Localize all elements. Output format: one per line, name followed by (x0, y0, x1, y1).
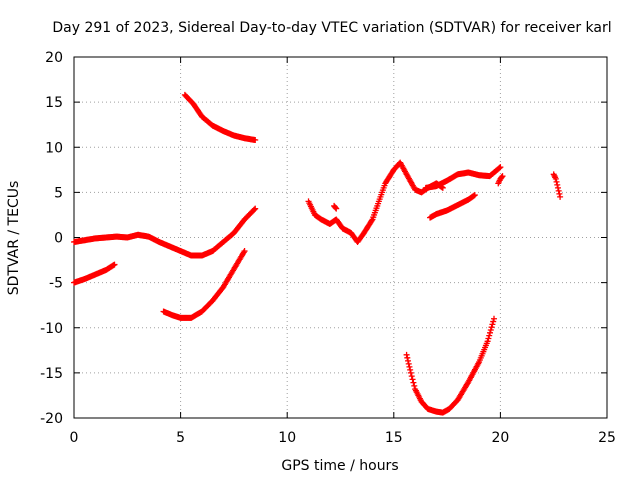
data-point (489, 321, 496, 328)
data-series-arc-8 (331, 202, 340, 212)
data-point (552, 175, 559, 182)
chart-title: Day 291 of 2023, Sidereal Day-to-day VTE… (52, 20, 611, 36)
data-series-arc-5 (181, 91, 259, 144)
x-tick-label: 20 (491, 430, 509, 446)
data-series-arc-11 (550, 171, 564, 200)
data-point (409, 376, 416, 383)
y-tick-label: -15 (40, 366, 63, 382)
data-point (487, 329, 494, 336)
data-point (488, 324, 495, 331)
y-tick-label: -5 (49, 276, 63, 292)
data-point (554, 181, 561, 188)
y-tick-label: 5 (54, 185, 63, 201)
data-point (407, 369, 414, 376)
data-point (554, 184, 561, 191)
y-tick-label: 10 (45, 140, 63, 156)
data-point (403, 351, 410, 358)
data-point (491, 315, 498, 322)
data-point (556, 190, 563, 197)
data-point (410, 379, 417, 386)
y-tick-label: 15 (45, 95, 63, 111)
data-point (490, 318, 497, 325)
data-point (407, 366, 414, 373)
data-point (498, 174, 505, 181)
data-point (408, 373, 415, 380)
x-tick-label: 10 (278, 430, 296, 446)
data-point (487, 327, 494, 334)
x-tick-label: 5 (176, 430, 185, 446)
data-point (411, 382, 418, 389)
x-axis-label: GPS time / hours (281, 458, 398, 474)
data-point (439, 184, 446, 191)
ticks (73, 56, 608, 419)
data-point (496, 164, 503, 171)
data-point (251, 206, 258, 213)
data-point (405, 360, 412, 367)
x-tick-label: 0 (70, 430, 79, 446)
tick-labels: 0 5 10 15 20 25 -20 -15 -10 -5 0 5 10 15 20 (40, 50, 616, 446)
data-point (332, 204, 339, 211)
data-point (497, 164, 504, 171)
x-tick-label: 25 (598, 430, 616, 446)
y-tick-label: -10 (40, 321, 63, 337)
data-point (499, 173, 506, 180)
data-series-arc-1 (71, 231, 216, 259)
y-axis-label: SDTVAR / TECUs (6, 181, 22, 296)
data-series-arc-7 (422, 164, 504, 191)
data-point (486, 332, 493, 339)
data-point (405, 357, 412, 364)
x-tick-label: 15 (385, 430, 403, 446)
grid (74, 57, 607, 418)
data-series-arc-10 (495, 173, 506, 187)
data-series-arc-2 (71, 261, 118, 286)
data-series-arc-12 (403, 315, 498, 416)
data-series-arc-6 (305, 159, 446, 246)
data-point (557, 193, 564, 200)
data-point (333, 205, 340, 212)
data-point (404, 354, 411, 361)
data-point (406, 363, 413, 370)
data-point (484, 338, 491, 345)
data-series-arc-9 (427, 192, 478, 221)
y-tick-label: -20 (40, 411, 63, 427)
y-tick-label: 20 (45, 50, 63, 66)
y-tick-label: 0 (54, 231, 63, 247)
data-point (241, 248, 248, 255)
data-point (485, 335, 492, 342)
data-point (553, 178, 560, 185)
data-point (252, 137, 259, 144)
data-point (471, 192, 478, 199)
data-point (555, 187, 562, 194)
data-point (368, 217, 375, 224)
data-points (71, 91, 564, 416)
data-point (252, 205, 259, 212)
data-series-arc-3 (209, 205, 259, 255)
data-point (111, 261, 118, 268)
data-series-arc-4 (160, 248, 248, 321)
